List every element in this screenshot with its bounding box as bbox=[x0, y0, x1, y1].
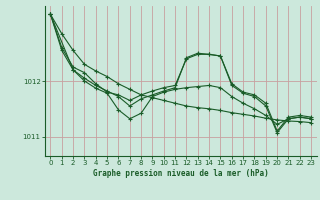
X-axis label: Graphe pression niveau de la mer (hPa): Graphe pression niveau de la mer (hPa) bbox=[93, 169, 269, 178]
